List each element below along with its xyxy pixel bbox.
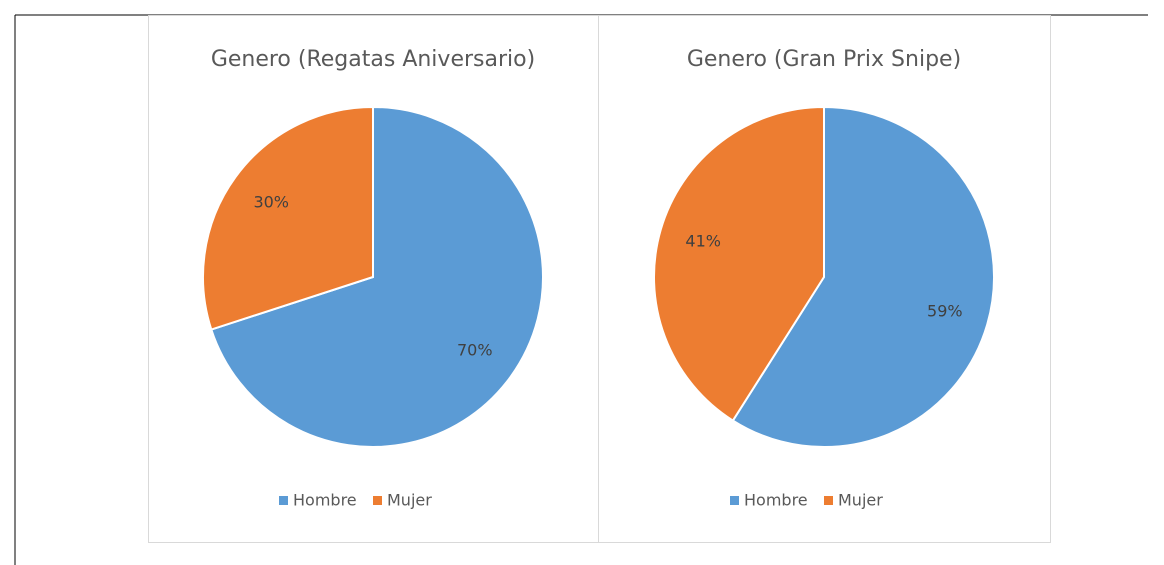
pie-slice [731,105,995,448]
legend-marker [824,496,833,505]
legend-marker [373,496,382,505]
legend-label: Hombre [293,491,357,510]
pie-slice [652,105,825,422]
pie-slice [210,105,544,448]
legend-label: Hombre [744,491,808,510]
pie-slice [202,105,374,331]
legend-label: Mujer [838,491,883,510]
legend-label: Mujer [387,491,432,510]
chart-title: Genero (Gran Prix Snipe) [687,47,961,72]
data-label: 70% [457,340,493,359]
chart-title: Genero (Regatas Aniversario) [211,47,535,72]
legend-marker [279,496,288,505]
data-label: 30% [253,193,289,212]
data-label: 59% [927,302,963,321]
legend-marker [730,496,739,505]
chart-frame [598,15,1051,543]
data-label: 41% [685,231,721,250]
